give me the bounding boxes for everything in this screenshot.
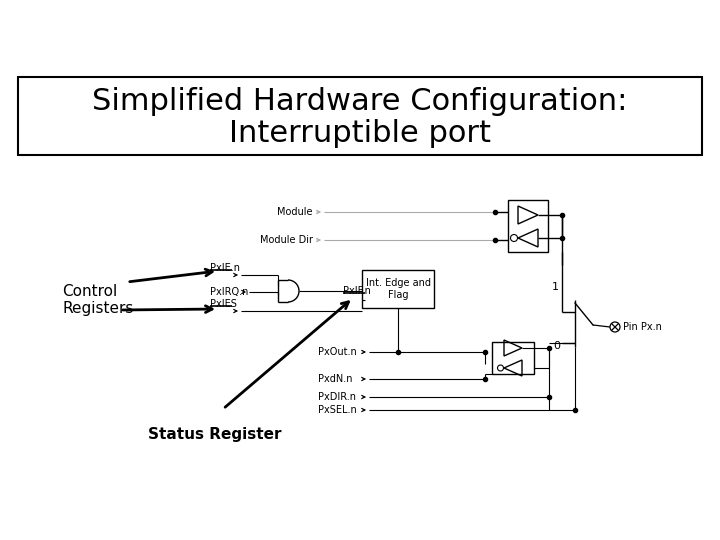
FancyBboxPatch shape [362, 270, 434, 308]
Text: Pin Px.n: Pin Px.n [623, 322, 662, 332]
Text: Module: Module [277, 207, 313, 217]
FancyBboxPatch shape [18, 77, 702, 155]
Text: Interruptible port: Interruptible port [229, 119, 491, 148]
Text: 0: 0 [553, 341, 560, 351]
Text: PxIES: PxIES [210, 299, 237, 309]
Text: PxIF.n: PxIF.n [343, 286, 371, 296]
FancyBboxPatch shape [508, 200, 548, 252]
Text: Module Dir: Module Dir [260, 235, 313, 245]
FancyBboxPatch shape [492, 342, 534, 374]
Text: Int. Edge and: Int. Edge and [366, 278, 431, 288]
Text: PxOut.n: PxOut.n [318, 347, 356, 357]
Text: PxIRQ.n: PxIRQ.n [210, 287, 248, 297]
Text: 1: 1 [552, 282, 559, 292]
Text: Flag: Flag [388, 290, 408, 300]
Text: Simplified Hardware Configuration:: Simplified Hardware Configuration: [92, 87, 628, 117]
Text: PxdN.n: PxdN.n [318, 374, 353, 384]
Text: Control
Registers: Control Registers [62, 284, 133, 316]
Text: PxIE.n: PxIE.n [210, 263, 240, 273]
Text: Status Register: Status Register [148, 427, 282, 442]
Text: PxDIR.n: PxDIR.n [318, 392, 356, 402]
Text: PxSEL.n: PxSEL.n [318, 405, 356, 415]
